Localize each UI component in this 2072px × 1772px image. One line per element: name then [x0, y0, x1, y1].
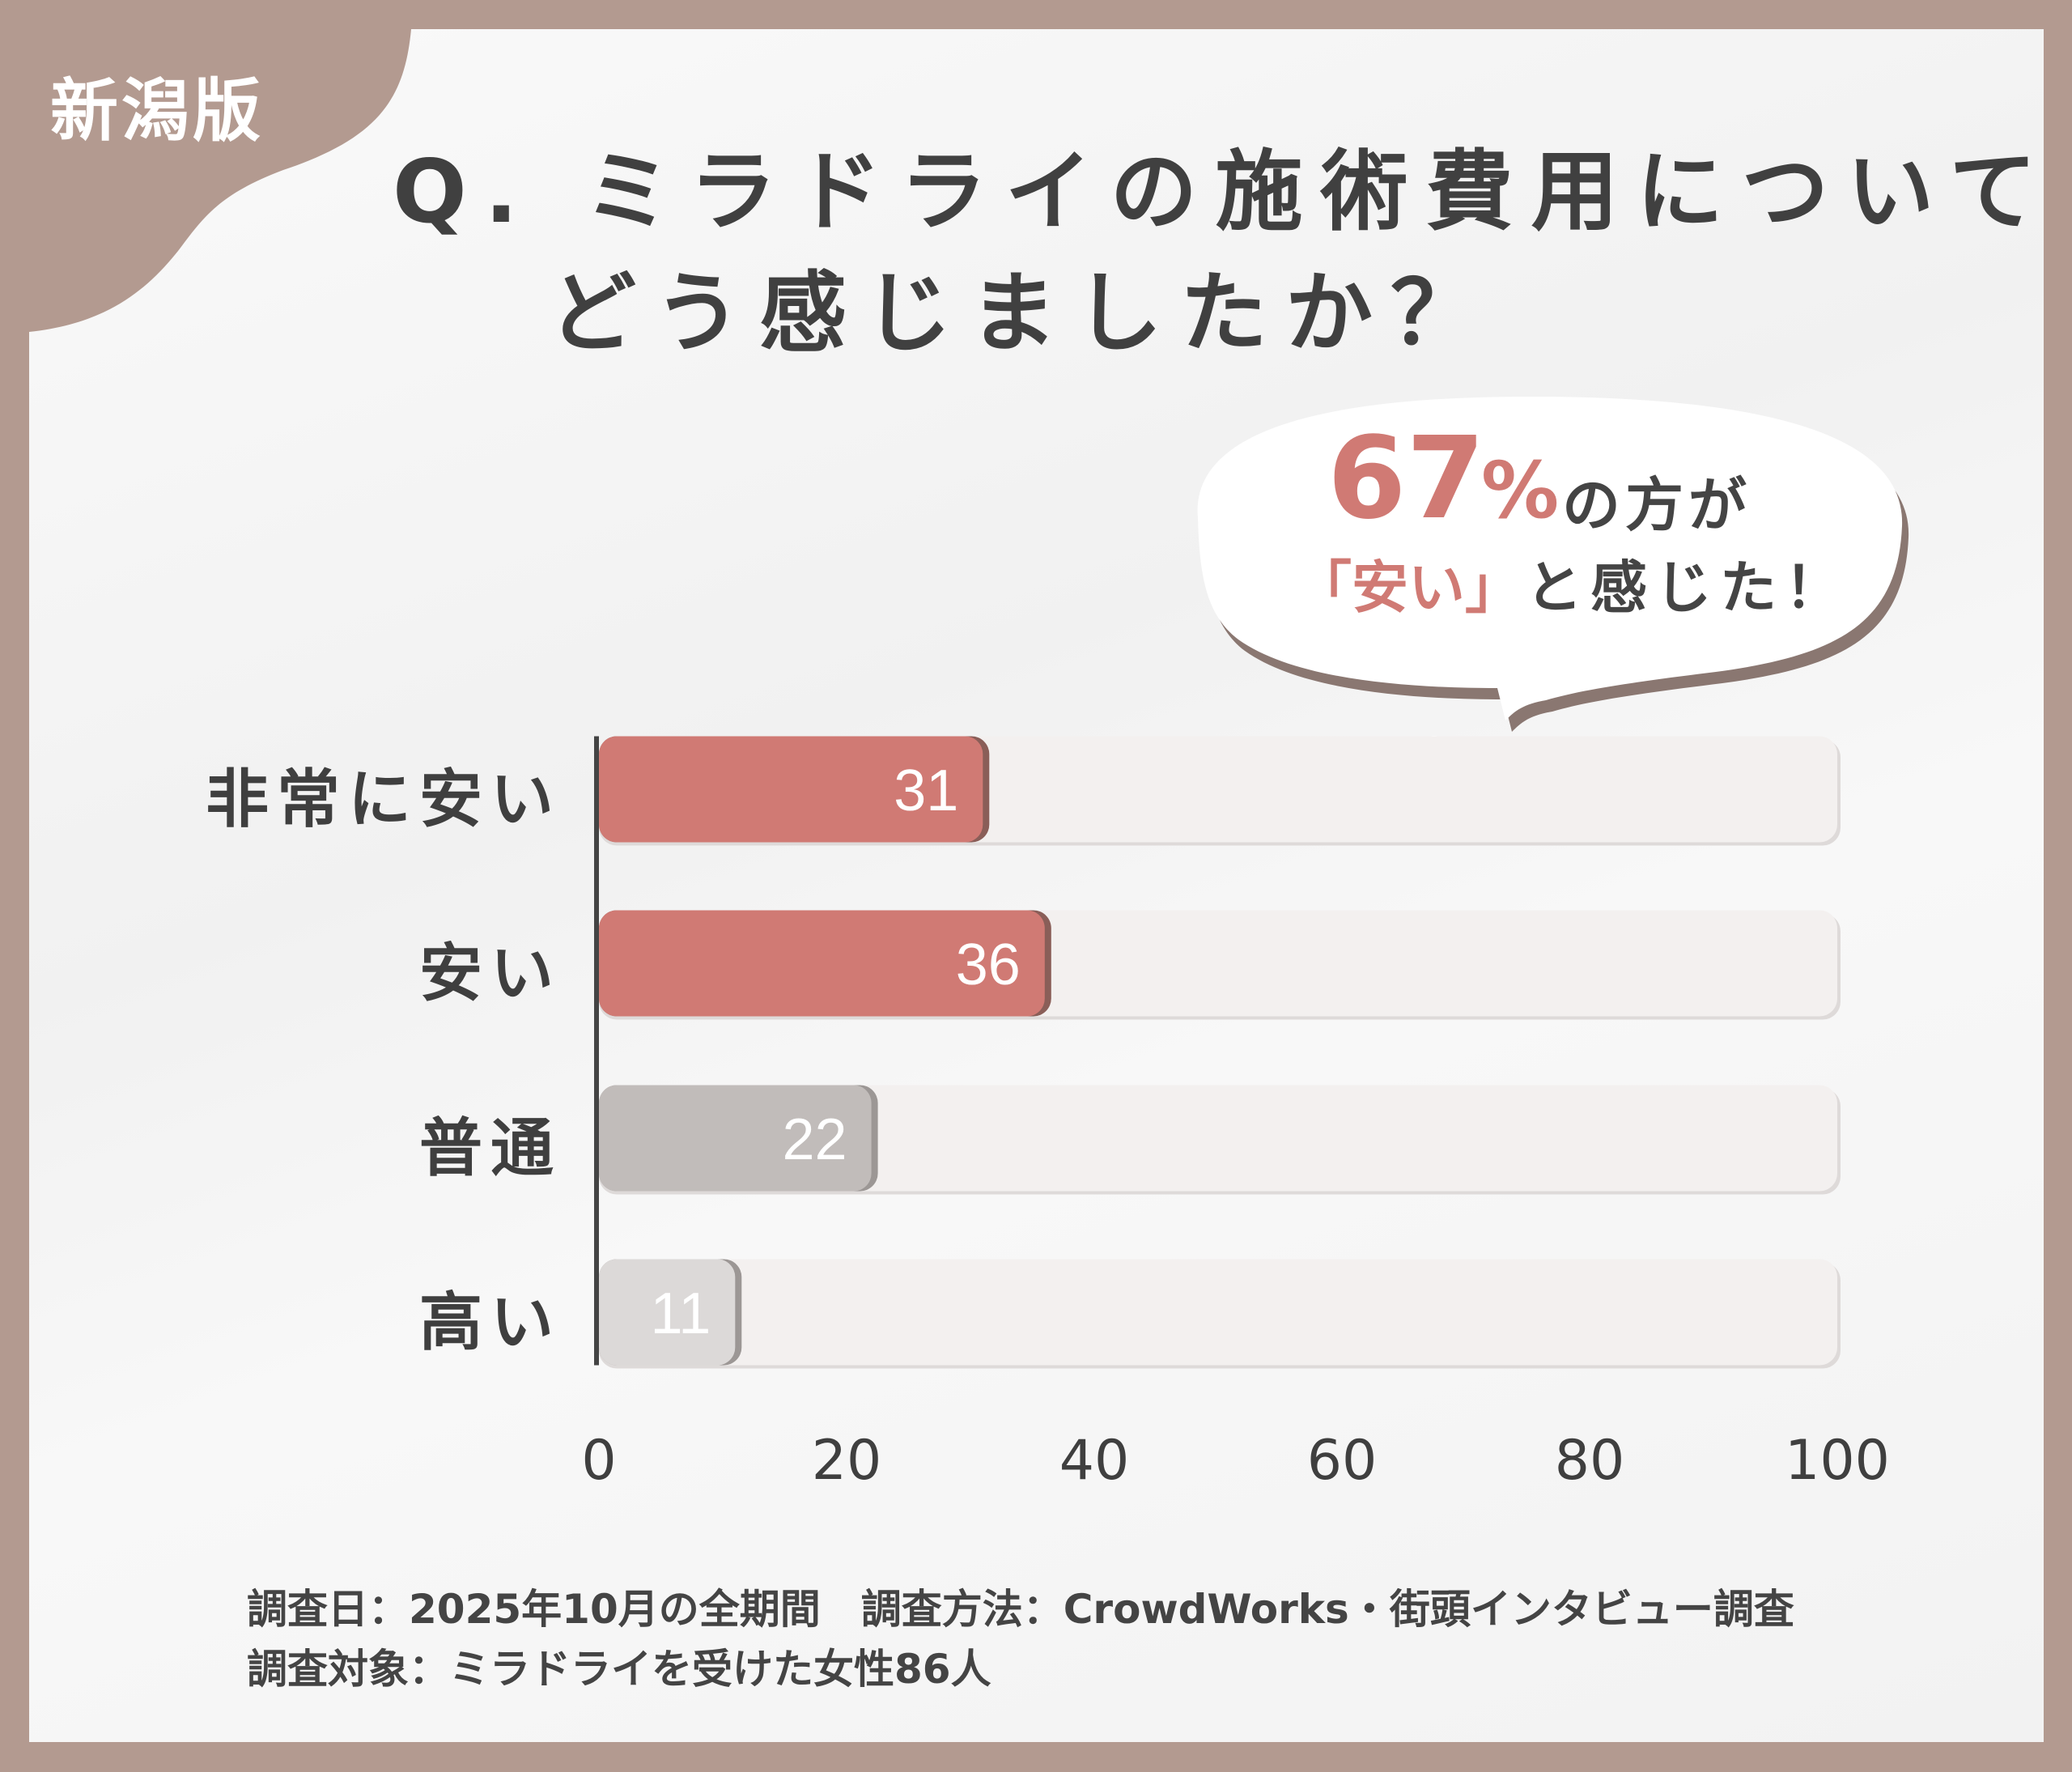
region-badge: 新潟版 — [50, 71, 265, 151]
y-axis-line — [594, 736, 599, 1366]
bar-value-label: 36 — [956, 933, 1021, 997]
title-line-1: Q. ミラドライの施術費用について — [393, 142, 2055, 243]
footer-survey-target: 調査対象：ミラドライを受けた女性86人 — [247, 1646, 991, 1693]
category-label: 普通 — [418, 1112, 562, 1185]
bar — [599, 736, 983, 843]
callout-quote: 「安い」 — [1295, 555, 1522, 621]
callout-text-2: と感じた！ — [1526, 555, 1849, 621]
panel — [29, 29, 2044, 1742]
bar-value-label: 11 — [651, 1281, 711, 1346]
x-tick-label: 80 — [1554, 1429, 1625, 1493]
title-line-2: どう感じましたか？ — [549, 263, 1497, 364]
bar-value-label: 22 — [783, 1107, 847, 1172]
x-tick-label: 60 — [1306, 1429, 1378, 1493]
callout-percent: 67 — [1327, 413, 1485, 545]
category-label: 高い — [418, 1286, 562, 1359]
corner-decoration — [29, 29, 411, 332]
category-label: 安い — [418, 937, 562, 1010]
category-label: 非常に安い — [205, 763, 562, 836]
x-tick-label: 0 — [581, 1429, 617, 1493]
bar — [599, 1259, 736, 1366]
bar-value-label: 31 — [894, 759, 958, 823]
callout-text-1: の方が — [1562, 471, 1752, 539]
bar-track — [599, 1259, 1837, 1366]
footer-survey-info: 調査日：2025年10月の全期間 調査方法：CrowdWorks・街頭インタビュ… — [247, 1586, 1794, 1633]
bar-track — [599, 1085, 1837, 1192]
x-tick-label: 20 — [811, 1429, 882, 1493]
x-tick-label: 40 — [1059, 1429, 1130, 1493]
bar — [599, 910, 1045, 1017]
x-tick-label: 100 — [1785, 1429, 1890, 1493]
bar — [599, 1085, 872, 1192]
callout-percent-sign: % — [1481, 445, 1560, 536]
